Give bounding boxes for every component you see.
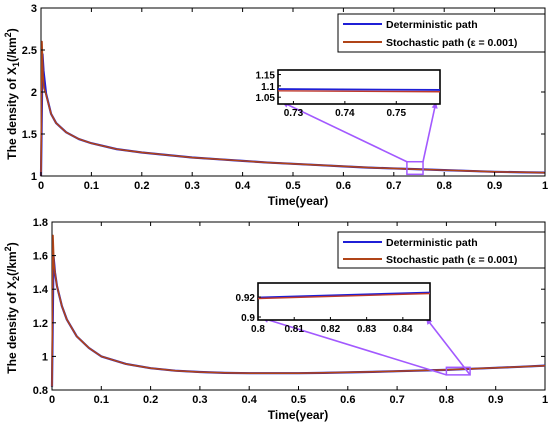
y-tick-label: 0.8	[33, 385, 48, 397]
y-tick-label: 2.5	[22, 45, 37, 57]
y-tick-label: 1	[42, 351, 48, 363]
legend-x2: Deterministic path Stochastic path (ε = …	[337, 231, 546, 269]
zoom-connector	[422, 101, 437, 162]
legend-label-deterministic: Deterministic path	[386, 237, 478, 249]
x-tick-label: 0.6	[340, 394, 355, 406]
legend-label-deterministic: Deterministic path	[386, 19, 478, 31]
legend-label-stochastic: Stochastic path (ε = 0.001)	[386, 37, 517, 49]
x-tick-label: 0.1	[94, 394, 109, 406]
zoom-box	[406, 160, 424, 176]
inset-x-tick-label: 0.73	[284, 108, 304, 119]
x-tick-label: 0.7	[386, 180, 401, 192]
series-group	[39, 40, 546, 177]
inset: 0.73 0.74 0.75 1.051.11.15	[256, 69, 441, 119]
stochastic-line	[51, 234, 546, 387]
y-tick-label: 1.2	[33, 318, 48, 330]
legend-label-stochastic: Stochastic path (ε = 0.001)	[386, 254, 517, 266]
inset-frame	[257, 282, 431, 321]
y-tick-label: 1	[31, 171, 37, 183]
inset-y-tick-label: 1.1	[261, 82, 275, 93]
inset-y-tick-label: 0.92	[236, 293, 256, 304]
x-tick-label: 0.9	[487, 180, 502, 192]
inset: 0.8 0.81 0.82 0.83 0.84 0.9 0.92	[236, 282, 431, 335]
inset-y-tick-label: 1.05	[256, 93, 276, 104]
inset-x-tick-label: 0.81	[284, 324, 304, 335]
y-tick-label: 1.8	[33, 217, 48, 229]
x-tick-label: 0	[49, 394, 55, 406]
panel-x2: The density of X2(/km2) Time(year) 0 0.1 0…	[3, 217, 548, 422]
inset-x-tick-label: 0.83	[357, 324, 377, 335]
x-tick-label: 0.5	[291, 394, 306, 406]
y-tick-label: 2	[31, 87, 37, 99]
inset-x-tick-label: 0.8	[251, 324, 265, 335]
x-tick-label: 0.7	[389, 394, 404, 406]
stochastic-line	[40, 40, 546, 177]
y-tick-label: 1.6	[33, 251, 48, 263]
zoom-box	[445, 366, 471, 376]
x-tick-label: 0.3	[185, 180, 200, 192]
inset-x-tick-label: 0.74	[335, 108, 355, 119]
inset-stochastic-line	[257, 292, 431, 300]
legend-x1: Deterministic path Stochastic path (ε = …	[337, 13, 546, 53]
x-tick-label: 0.6	[336, 180, 351, 192]
inset-y-tick-label: 0.9	[241, 313, 255, 324]
y-tick-label: 1.5	[22, 129, 37, 141]
inset-x-tick-label: 0.84	[393, 324, 413, 335]
inset-deterministic-line	[257, 291, 431, 299]
y-tick-label: 3	[31, 3, 37, 15]
zoom-connector	[425, 317, 471, 376]
ylabel-x2: The density of X2(/km2)	[3, 242, 21, 373]
x-tick-label: 0.8	[439, 394, 454, 406]
inset-y-tick-label: 1.15	[256, 71, 276, 82]
inset-x-tick-label: 0.75	[387, 108, 407, 119]
x-tick-label: 0.9	[488, 394, 503, 406]
x-tick-label: 0.4	[242, 394, 258, 406]
inset-deterministic-line	[277, 88, 441, 91]
inset-stochastic-line	[277, 90, 441, 93]
x-tick-label: 1	[542, 180, 548, 192]
inset-x-tick-label: 0.82	[321, 324, 341, 335]
x-tick-label: 0.4	[235, 180, 251, 192]
panel-x1: The density of X1(/km2) Time(year) 0 0.1 0…	[3, 3, 548, 208]
series-group	[50, 234, 546, 387]
xlabel-x2: Time(year)	[268, 408, 328, 422]
x-tick-label: 0.3	[192, 394, 207, 406]
x-tick-label: 0.5	[285, 180, 300, 192]
ylabel-x1: The density of X1(/km2)	[3, 28, 21, 159]
y-tick-label: 1.4	[33, 284, 49, 296]
x-tick-label: 0.2	[134, 180, 149, 192]
x-tick-label: 0.8	[437, 180, 452, 192]
xlabel-x1: Time(year)	[268, 194, 328, 208]
inset-frame	[277, 69, 441, 105]
zoom-connector	[261, 317, 447, 376]
x-tick-label: 0.1	[84, 180, 99, 192]
x-tick-label: 0.2	[143, 394, 158, 406]
x-tick-label: 0	[38, 180, 44, 192]
x-tick-label: 1	[542, 394, 548, 406]
zoom-connector	[281, 101, 408, 163]
